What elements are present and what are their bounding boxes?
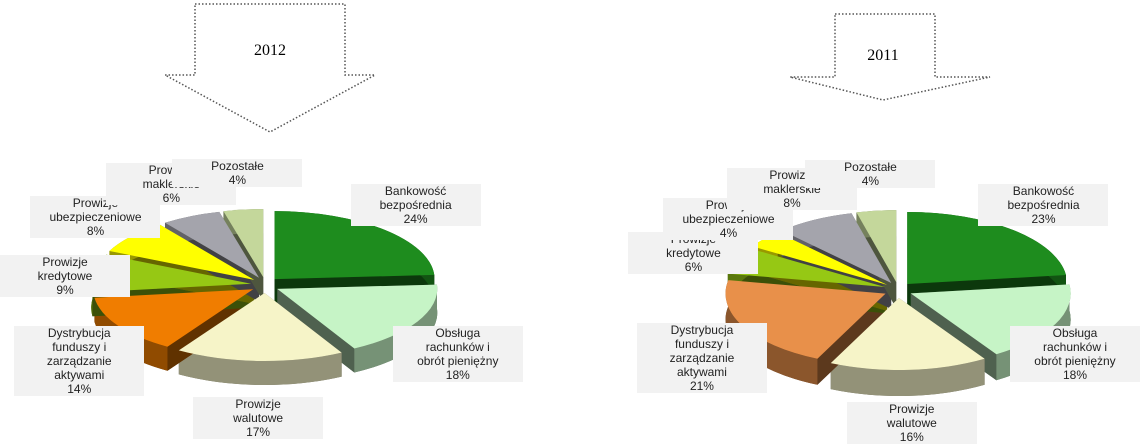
category-label: Obsługa rachunków i obrót pieniężny [1034,326,1116,369]
value-label: 4% [228,172,247,187]
slice-label: Prowizje walutowe 16% [846,402,977,444]
category-label: Bankowość bezpośrednia [379,184,452,213]
value-label: 4% [861,174,880,188]
value-label: 6% [162,190,180,205]
slice [727,248,885,288]
slice [856,210,897,283]
slice-label: Prowizje walutowe 17% [193,396,324,439]
value-label: 17% [246,424,271,439]
category-label: Prowizje walutowe [233,396,284,425]
arrow [164,3,376,133]
slice [109,224,255,280]
slice-side [907,211,1066,310]
slice-rim [178,350,342,385]
slice-rim [354,284,438,373]
category-label: Dystrybucja funduszy i zarządzanie aktyw… [46,325,112,382]
slice [752,232,888,285]
value-label: 6% [684,260,703,275]
slice [907,211,1066,284]
value-label: 4% [719,226,738,241]
slice-label: Dystrybucja funduszy i zarządzanie aktyw… [14,325,145,396]
slice-label: Obsługa rachunków i obrót pieniężny 18% [1010,326,1140,383]
value-label: 18% [1062,368,1088,383]
slice-label: Pozostałe 4% [805,160,936,188]
category-label: Prowizje ubezpieczeniowe [49,195,142,224]
category-label: Prowizje walutowe [886,402,937,430]
value-label: 8% [783,195,801,210]
slice-side [274,211,435,304]
slice [781,213,892,283]
slice [91,254,252,293]
category-label: Pozostałe [211,158,264,173]
value-label: 16% [899,430,924,444]
value-label: 21% [689,378,714,393]
slice-label: Obsługa rachunków i obrót pieniężny 18% [392,326,523,383]
category-label: Dystrybucja funduszy i zarządzanie aktyw… [669,322,735,379]
value-label: 23% [1031,211,1056,226]
slice [830,297,985,370]
category-label: Prowizje kredytowe [37,254,93,283]
slice-rim [830,358,985,396]
slice-label: Bankowość bezpośrednia 24% [350,184,481,227]
slice-label: Dystrybucja funduszy i zarządzanie aktyw… [636,322,767,393]
chart-title: 2011 [867,47,898,64]
chart-title: 2012 [254,42,286,59]
slice [274,211,435,280]
value-label: 24% [403,212,428,227]
slice-rim [725,280,818,385]
slice-label: Prowizje kredytowe 9% [0,254,130,297]
value-label: 8% [86,223,105,238]
slice [164,211,260,278]
slice-label: Bankowość bezpośrednia 23% [978,183,1109,226]
value-label: 14% [67,381,92,396]
slice-label: Pozostałe 4% [172,158,303,187]
category-label: Pozostałe [844,160,897,174]
slice [223,209,264,278]
category-label: Bankowość bezpośrednia [1007,183,1080,212]
value-label: 18% [445,368,470,383]
category-label: Obsługa rachunków i obrót pieniężny [417,326,499,369]
value-label: 9% [56,282,74,297]
slice [178,292,342,361]
